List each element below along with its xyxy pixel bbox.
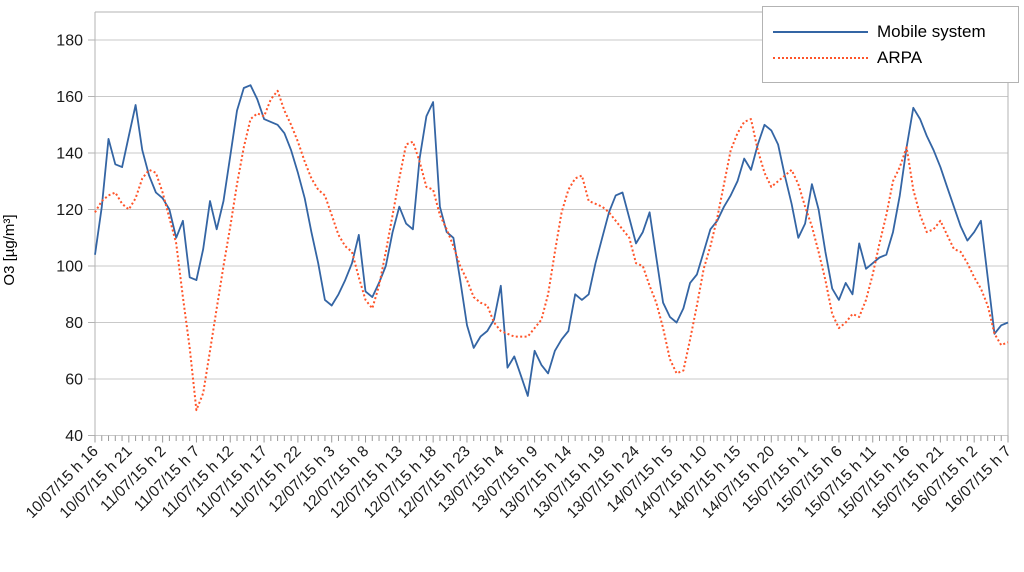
svg-text:160: 160 — [56, 89, 83, 106]
line-arpa — [94, 89, 1009, 412]
legend-label-mobile-system: Mobile system — [877, 22, 986, 41]
legend-box: Mobile system ARPA — [762, 6, 1019, 83]
line-mobile-system — [94, 84, 1009, 397]
svg-text:100: 100 — [56, 259, 83, 276]
legend-item-mobile-system: Mobile system — [773, 23, 1018, 40]
svg-text:60: 60 — [65, 372, 83, 389]
svg-text:140: 140 — [56, 146, 83, 163]
gridlines — [88, 39, 1008, 436]
svg-text:180: 180 — [56, 33, 83, 50]
y-axis-title: O3 [µg/m³] — [1, 214, 18, 286]
legend-item-arpa: ARPA — [773, 49, 1018, 66]
mobile-system-line-swatch — [773, 30, 868, 33]
svg-text:120: 120 — [56, 202, 83, 219]
arpa-line-swatch — [773, 56, 868, 59]
legend-label-arpa: ARPA — [877, 48, 923, 67]
svg-text:80: 80 — [65, 315, 83, 332]
svg-text:40: 40 — [65, 428, 83, 445]
y-tick-labels: 40 60 80 100 120 140 160 180 — [56, 33, 83, 446]
series-lines — [94, 84, 1009, 412]
x-tick-marks — [94, 435, 1009, 443]
